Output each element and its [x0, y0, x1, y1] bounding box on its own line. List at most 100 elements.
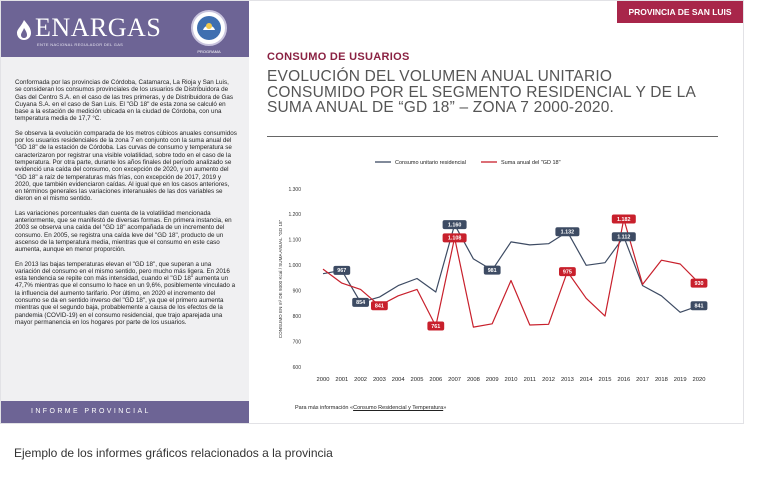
x-tick-label: 2003	[373, 377, 386, 383]
y-tick-label: 1.000	[288, 263, 301, 269]
sidebar-footer-label: INFORME PROVINCIAL	[31, 408, 151, 415]
y-tick-label: 900	[293, 289, 302, 295]
data-label-bg	[442, 233, 467, 243]
sidebar-paragraph: Conformada por las provincias de Córdoba…	[15, 79, 234, 123]
data-label-1: 930	[690, 278, 708, 288]
x-tick-label: 2008	[467, 377, 480, 383]
enargas-logo-subtitle: ENTE NACIONAL REGULADOR DEL GAS	[37, 42, 124, 47]
y-axis-label: CONSUMO EN m³ DE 9300 Kcal / SUMA ANUAL …	[278, 219, 283, 338]
source-suffix: »	[443, 405, 447, 411]
x-tick-label: 2001	[335, 377, 348, 383]
x-tick-label: 2018	[655, 377, 668, 383]
data-label-text: 967	[337, 268, 346, 274]
sidebar-paragraph: Se observa la evolución comparada de los…	[15, 129, 237, 203]
x-tick-label: 2019	[674, 377, 687, 383]
data-label-bg	[352, 297, 369, 307]
data-label-bg	[611, 232, 636, 242]
sidebar-footer: INFORME PROVINCIAL	[1, 401, 249, 423]
data-label-bg	[690, 278, 708, 288]
data-label-text: 761	[431, 324, 440, 330]
chart-legend: Consumo unitario residencial Suma anual …	[375, 160, 561, 166]
data-label-text: 841	[695, 304, 704, 310]
y-tick-label: 700	[293, 339, 302, 345]
x-tick-label: 2007	[448, 377, 461, 383]
figure-caption: Ejemplo de los informes gráficos relacio…	[14, 446, 333, 460]
y-tick-label: 1.200	[288, 212, 301, 218]
data-label-1: 975	[559, 267, 576, 277]
data-label-0: 841	[690, 301, 708, 311]
flame-logo-icon	[17, 20, 31, 40]
x-tick-label: 2005	[411, 377, 424, 383]
sidebar-header: ENARGAS ENTE NACIONAL REGULADOR DEL GAS …	[1, 1, 249, 57]
data-label-0: 854	[352, 297, 369, 307]
data-label-1: 1.182	[611, 214, 636, 224]
data-label-bg	[559, 267, 576, 277]
data-label-bg	[371, 301, 388, 311]
series-line-1	[322, 218, 700, 328]
province-tab: PROVINCIA DE SAN LUIS	[617, 1, 743, 23]
x-tick-label: 2006	[429, 377, 442, 383]
data-label-1: 1.108	[442, 233, 467, 243]
data-label-text: 930	[695, 281, 704, 287]
x-tick-label: 2011	[524, 377, 536, 383]
y-tick-label: 600	[293, 365, 302, 371]
x-tick-label: 2010	[505, 377, 518, 383]
x-tick-label: 2012	[542, 377, 555, 383]
data-label-bg	[555, 227, 580, 237]
x-tick-label: 2016	[617, 377, 630, 383]
series-line-0	[322, 223, 700, 313]
x-tick-label: 2009	[486, 377, 499, 383]
data-label-bg	[442, 220, 467, 230]
data-label-bg	[427, 321, 445, 331]
page-title: EVOLUCIÓN DEL VOLUMEN ANUAL UNITARIO CON…	[267, 68, 696, 116]
source-note: Para más información «Consumo Residencia…	[295, 405, 446, 411]
data-label-0: 1.160	[442, 220, 467, 230]
data-label-text: 975	[563, 269, 572, 275]
data-label-text: 1.132	[561, 230, 575, 236]
enargas-logo: ENARGAS	[35, 13, 162, 42]
x-tick-label: 2013	[561, 377, 574, 383]
badge-emblem-icon	[197, 16, 221, 40]
x-tick-label: 2004	[392, 377, 406, 383]
title-divider	[267, 136, 718, 137]
y-tick-label: 1.100	[288, 238, 301, 244]
legend-label-gd18: Suma anual del "GD 18"	[501, 160, 561, 166]
data-label-bg	[611, 214, 636, 224]
x-tick-label: 2014	[580, 377, 594, 383]
x-tick-label: 2015	[599, 377, 612, 383]
sidebar-text: Conformada por las provincias de Córdoba…	[15, 79, 237, 333]
y-tick-label: 800	[293, 314, 302, 320]
source-prefix: Para más información «	[295, 405, 354, 411]
data-label-text: 981	[488, 268, 497, 274]
data-label-0: 1.112	[611, 232, 636, 242]
data-label-text: 1.182	[617, 217, 631, 223]
program-badge-icon	[191, 10, 227, 46]
data-label-text: 1.160	[448, 222, 462, 228]
line-chart: Consumo unitario residencial Suma anual …	[278, 160, 708, 383]
y-tick-label: 1.300	[288, 187, 301, 193]
x-tick-label: 2017	[636, 377, 649, 383]
x-tick-label: 2002	[354, 377, 367, 383]
data-label-1: 841	[371, 301, 388, 311]
data-label-bg	[690, 301, 708, 311]
x-tick-label: 2020	[693, 377, 706, 383]
data-label-text: 841	[375, 304, 384, 310]
data-label-text: 1.112	[617, 235, 630, 241]
data-label-0: 981	[483, 265, 501, 275]
legend-label-consumo: Consumo unitario residencial	[395, 160, 466, 166]
report-card: ENARGAS ENTE NACIONAL REGULADOR DEL GAS …	[0, 0, 744, 424]
sidebar: ENARGAS ENTE NACIONAL REGULADOR DEL GAS …	[1, 1, 249, 423]
sidebar-paragraph: En 2013 las bajas temperaturas elevan el…	[15, 260, 236, 326]
data-label-bg	[333, 265, 351, 275]
data-label-text: 854	[356, 300, 365, 306]
data-label-0: 1.132	[555, 227, 580, 237]
data-label-text: 1.108	[448, 236, 462, 242]
data-label-bg	[483, 265, 501, 275]
data-label-1: 761	[427, 321, 445, 331]
source-link[interactable]: Consumo Residencial y Temperatura	[353, 405, 444, 411]
sidebar-paragraph: Las variaciones porcentuales dan cuenta …	[15, 209, 232, 254]
sidebar-body: Conformada por las provincias de Córdoba…	[1, 57, 249, 401]
data-label-0: 967	[333, 265, 351, 275]
badge-caption: PROGRAMA	[197, 49, 221, 54]
section-title: CONSUMO DE USUARIOS	[267, 51, 410, 63]
